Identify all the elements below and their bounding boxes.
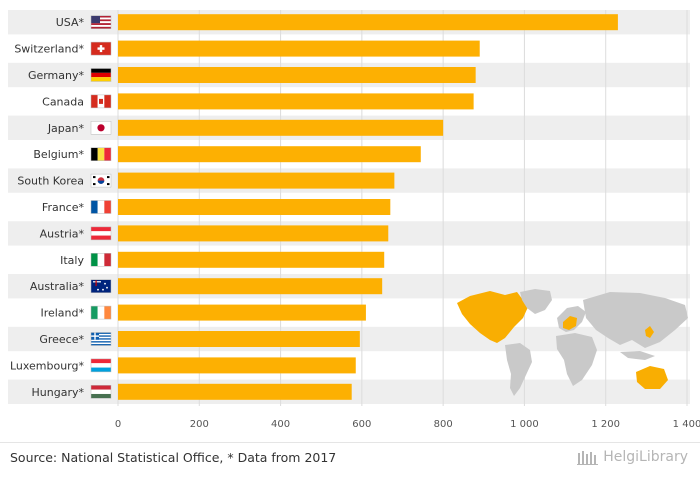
bar[interactable]: [118, 357, 356, 374]
bar[interactable]: [118, 14, 618, 31]
bar[interactable]: [118, 40, 480, 57]
category-label: Australia*: [30, 280, 85, 293]
australia-flag: [90, 279, 112, 293]
category-label: Canada: [42, 95, 84, 108]
x-tick-label: 400: [271, 419, 290, 430]
category-label: Hungary*: [32, 386, 85, 399]
bar[interactable]: [118, 199, 391, 215]
switzerland-flag: [90, 41, 112, 56]
bar[interactable]: [118, 251, 385, 268]
x-tick-label: 600: [352, 419, 371, 430]
germany-flag: [90, 68, 112, 82]
category-label: Greece*: [39, 333, 84, 346]
category-label: Belgium*: [33, 148, 84, 161]
brand-logo[interactable]: HelgiLibrary: [577, 449, 688, 465]
north-america-shape: [457, 291, 528, 343]
chart-svg: USA* Switzerland* Germany* Canada Japan* Belg…: [8, 10, 700, 430]
bar[interactable]: [118, 172, 395, 189]
australia-shape: [636, 366, 668, 389]
south-korea-flag: [90, 173, 112, 188]
category-label: Germany*: [28, 69, 85, 82]
bars: [118, 14, 618, 400]
category-label: Switzerland*: [14, 43, 84, 56]
japan-flag: [90, 121, 112, 135]
usa-flag: [90, 15, 112, 29]
x-tick-label: 1 000: [510, 419, 539, 430]
france-flag: [90, 200, 112, 214]
luxembourg-flag: [90, 358, 112, 373]
bar[interactable]: [118, 331, 360, 347]
bar[interactable]: [118, 383, 352, 400]
ireland-flag: [90, 305, 112, 320]
x-tick-labels: 0 200 400 600 800 1 000 1 200 1 400: [115, 419, 700, 430]
greenland-shape: [520, 289, 552, 314]
library-icon: [577, 451, 599, 465]
brand-name: HelgiLibrary: [603, 449, 688, 465]
belgium-flag: [90, 147, 112, 161]
flags: [90, 15, 112, 399]
world-map: [457, 289, 688, 396]
bar[interactable]: [118, 278, 383, 295]
bar[interactable]: [118, 146, 421, 163]
bar[interactable]: [118, 225, 389, 242]
footer-divider: [0, 442, 700, 443]
asia-shape: [583, 292, 688, 348]
category-label: Japan*: [47, 122, 85, 135]
bar[interactable]: [118, 119, 444, 136]
europe-highlight-shape: [563, 316, 577, 330]
indonesia-shape: [620, 351, 655, 360]
category-label: Ireland*: [40, 307, 84, 320]
x-tick-label: 200: [190, 419, 209, 430]
bar[interactable]: [118, 93, 474, 110]
bar[interactable]: [118, 304, 366, 321]
greece-flag: [90, 332, 112, 346]
category-label: USA*: [56, 16, 85, 29]
category-label: France*: [42, 201, 85, 214]
canada-flag: [90, 94, 112, 109]
hungary-flag: [90, 385, 112, 399]
x-tick-label: 800: [434, 419, 453, 430]
africa-shape: [556, 333, 597, 386]
category-label: Italy: [60, 254, 84, 267]
x-tick-label: 1 400: [673, 419, 700, 430]
category-labels: USA* Switzerland* Germany* Canada Japan* Belg…: [10, 16, 85, 399]
category-label: South Korea: [17, 175, 84, 188]
italy-flag: [90, 253, 112, 267]
x-tick-label: 1 200: [591, 419, 620, 430]
source-note: Source: National Statistical Office, * D…: [10, 450, 337, 465]
bar[interactable]: [118, 67, 476, 83]
south-america-shape: [505, 343, 532, 396]
austria-flag: [90, 226, 112, 241]
category-label: Luxembourg*: [10, 359, 85, 372]
x-tick-label: 0: [115, 419, 121, 430]
category-label: Austria*: [40, 227, 85, 240]
japan-korea-highlight-shape: [645, 326, 654, 338]
